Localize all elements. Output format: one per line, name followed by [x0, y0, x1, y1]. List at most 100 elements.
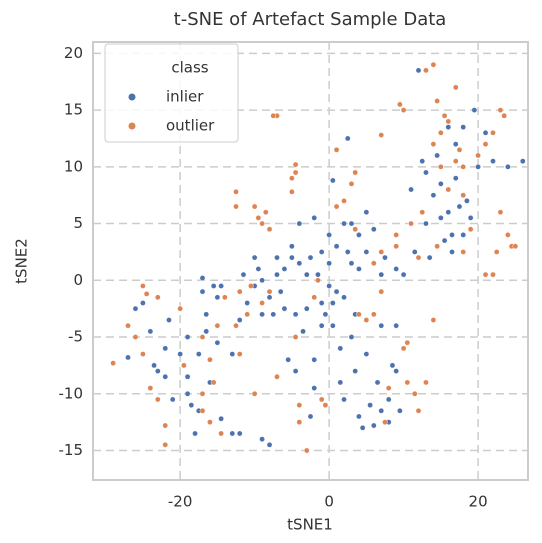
y-tick-label: 0 — [73, 271, 83, 289]
point — [184, 390, 191, 397]
point — [497, 107, 504, 113]
point — [512, 243, 519, 250]
point — [352, 169, 358, 176]
point — [292, 161, 299, 168]
point — [382, 419, 388, 425]
point — [233, 188, 239, 195]
point — [289, 188, 295, 195]
point — [285, 356, 291, 363]
point — [341, 294, 347, 301]
point — [426, 254, 433, 261]
point — [456, 203, 463, 210]
point — [490, 129, 496, 136]
point — [363, 351, 370, 357]
point — [188, 402, 195, 408]
point — [482, 129, 489, 136]
point — [393, 232, 399, 238]
point — [434, 152, 440, 159]
point — [199, 275, 206, 281]
point — [330, 300, 336, 306]
point — [281, 305, 288, 312]
point — [356, 232, 362, 238]
point — [344, 249, 351, 255]
point — [236, 351, 243, 357]
point — [352, 226, 358, 233]
point — [322, 402, 329, 408]
point — [400, 107, 407, 113]
point — [397, 407, 403, 414]
point — [415, 67, 422, 74]
point — [449, 232, 455, 238]
point — [393, 266, 399, 272]
point — [199, 334, 206, 340]
point — [400, 345, 407, 352]
point — [371, 311, 377, 318]
point — [330, 322, 336, 329]
legend-title: class — [171, 59, 208, 77]
point — [203, 328, 210, 335]
point — [318, 300, 325, 306]
point — [501, 112, 507, 119]
point — [460, 249, 466, 255]
point — [482, 141, 489, 147]
y-tick-label: -5 — [68, 328, 83, 346]
point — [348, 260, 355, 267]
point — [240, 271, 247, 278]
point — [430, 192, 437, 198]
point — [423, 220, 429, 227]
point — [460, 124, 466, 130]
point — [259, 311, 265, 318]
point — [445, 118, 452, 125]
point — [333, 243, 340, 250]
point — [259, 220, 265, 227]
point — [393, 322, 399, 329]
point — [166, 317, 172, 323]
point — [300, 328, 306, 335]
point — [408, 186, 414, 193]
legend-marker — [128, 93, 136, 101]
point — [430, 61, 437, 68]
point — [326, 260, 332, 267]
point — [505, 232, 511, 238]
point — [475, 152, 481, 159]
x-tick-label: 20 — [469, 493, 488, 511]
point — [270, 112, 277, 119]
point — [411, 390, 418, 397]
x-axis-label: tSNE1 — [287, 516, 333, 534]
point — [348, 181, 355, 187]
point — [505, 164, 511, 170]
point — [140, 300, 146, 306]
point — [251, 390, 258, 397]
point — [337, 345, 344, 352]
point — [333, 203, 340, 210]
point — [452, 141, 459, 147]
point — [374, 379, 381, 386]
point — [203, 311, 210, 318]
point — [147, 328, 154, 335]
point — [363, 209, 370, 216]
point — [393, 368, 399, 374]
point — [315, 271, 321, 278]
point — [404, 379, 411, 386]
point — [236, 430, 243, 437]
point — [125, 354, 131, 361]
legend-box — [104, 43, 239, 143]
point — [423, 379, 429, 386]
point — [162, 442, 169, 448]
point — [367, 402, 373, 408]
point — [322, 311, 329, 318]
point — [341, 220, 347, 227]
point — [307, 413, 314, 420]
point — [192, 430, 198, 437]
point — [400, 271, 407, 278]
point — [303, 271, 310, 278]
point — [438, 129, 444, 136]
point — [467, 215, 474, 221]
point — [419, 209, 426, 216]
point — [460, 164, 466, 170]
point — [378, 407, 385, 414]
point — [363, 317, 370, 323]
point — [307, 254, 314, 261]
